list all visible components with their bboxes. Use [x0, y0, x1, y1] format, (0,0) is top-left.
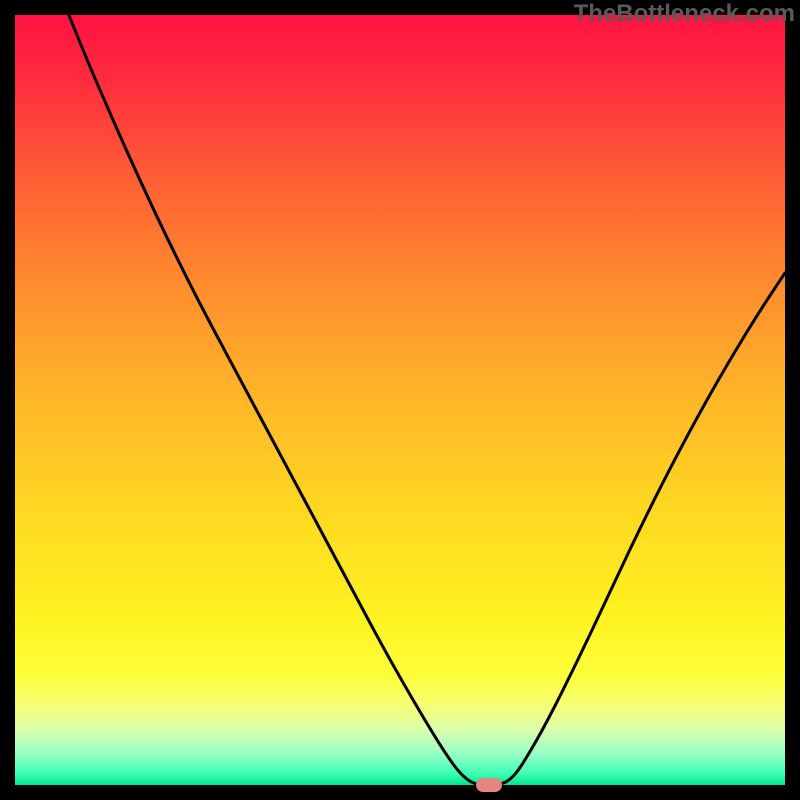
bottleneck-curve-path: [69, 15, 785, 785]
chart-curve: [0, 0, 800, 800]
optimum-marker: [476, 778, 502, 792]
bottleneck-chart: TheBottleneck.com: [0, 0, 800, 800]
watermark-label: TheBottleneck.com: [574, 0, 795, 28]
